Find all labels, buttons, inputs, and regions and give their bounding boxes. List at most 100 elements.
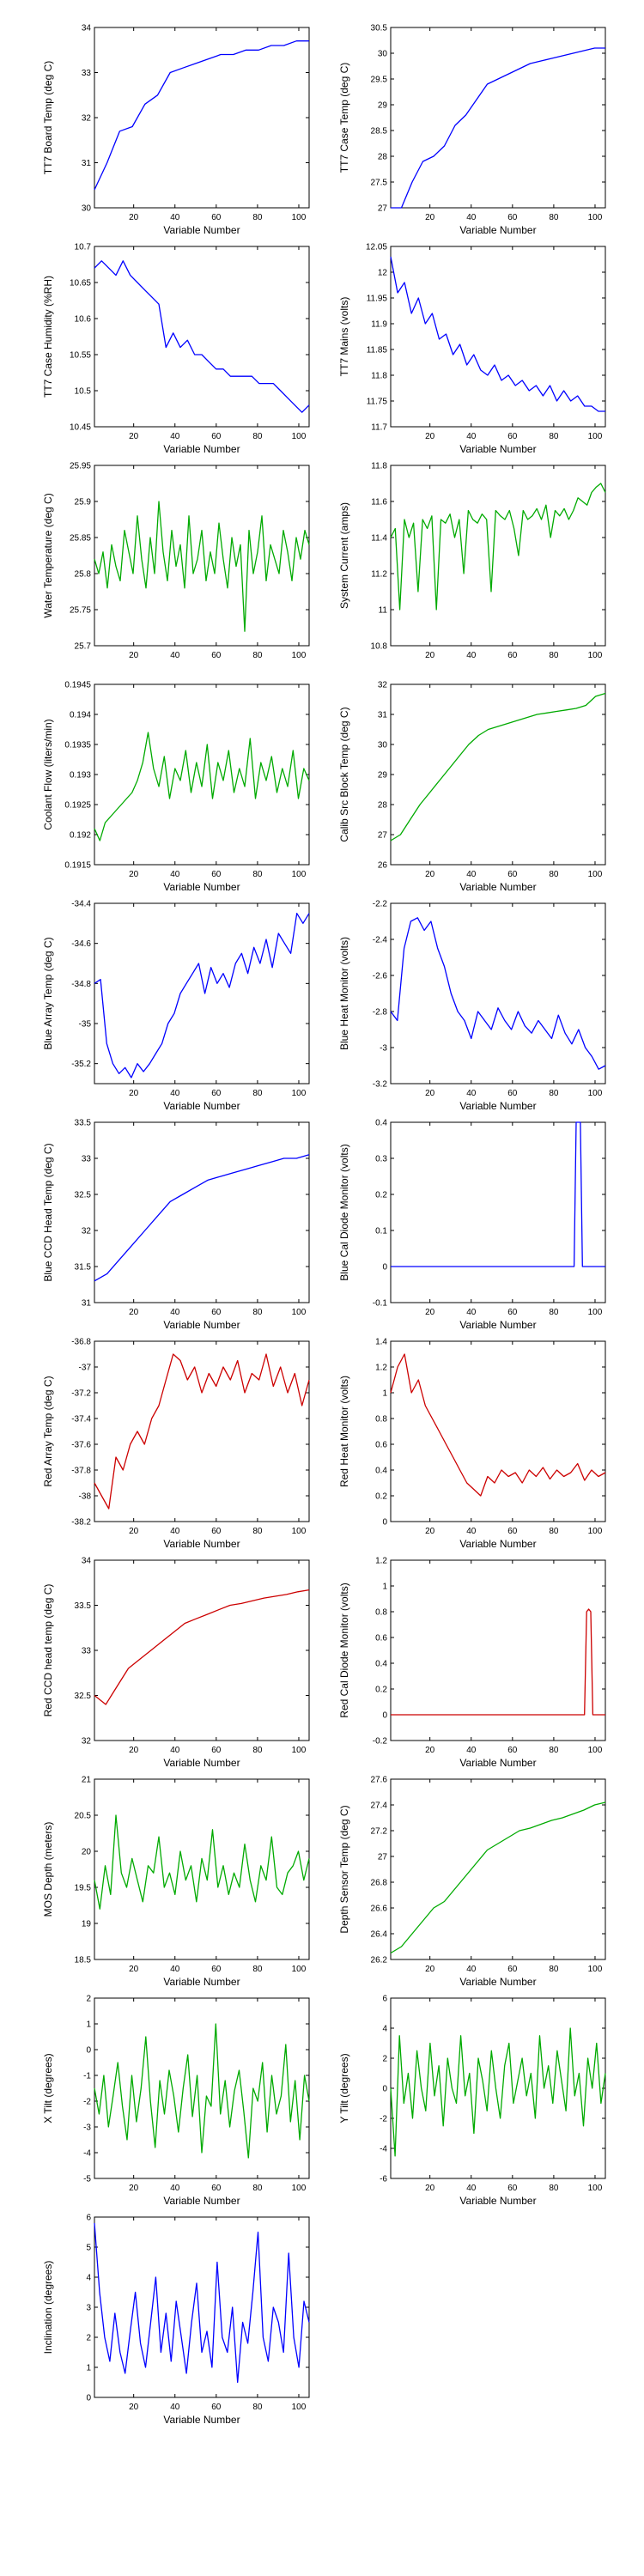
y-tick-label-14-1: 32.5 <box>75 1692 92 1701</box>
y-tick-label-6-5: 0.194 <box>70 711 91 720</box>
y-tick-label-9-3: -2.6 <box>373 972 388 981</box>
y-tick-label-20-4: 4 <box>86 2274 91 2283</box>
y-tick-label-9-5: -2.2 <box>373 900 388 909</box>
y-tick-label-7-2: 28 <box>378 801 388 811</box>
x-tick-label-0-2: 60 <box>211 213 222 222</box>
y-tick-label-0-1: 31 <box>82 159 92 168</box>
y-tick-label-2-1: 10.5 <box>75 387 92 397</box>
y-tick-label-15-0: -0.2 <box>373 1737 388 1747</box>
y-axis-label-18: X Tilt (degrees) <box>42 2053 54 2123</box>
y-tick-label-15-1: 0 <box>382 1711 387 1721</box>
x-tick-label-5-4: 100 <box>588 651 603 660</box>
x-tick-label-6-1: 40 <box>170 870 180 879</box>
y-tick-label-18-7: 2 <box>86 1995 91 2004</box>
x-axis-label-6: Variable Number <box>163 881 240 893</box>
y-tick-label-7-6: 32 <box>378 681 388 690</box>
x-tick-label-16-1: 40 <box>170 1965 180 1974</box>
x-tick-label-20-3: 80 <box>252 2403 263 2412</box>
x-tick-label-0-3: 80 <box>252 213 263 222</box>
y-tick-label-10-2: 32 <box>82 1227 92 1236</box>
x-tick-label-3-1: 40 <box>466 432 477 441</box>
y-axis-label-7: Calib Src Block Temp (deg C) <box>338 707 350 841</box>
axes-frame-9 <box>390 902 606 1084</box>
y-tick-label-13-6: 1.2 <box>375 1364 387 1373</box>
y-axis-label-14: Red CCD head temp (deg C) <box>42 1584 54 1717</box>
x-tick-label-18-0: 20 <box>129 2184 139 2193</box>
series-line-1 <box>391 47 605 209</box>
y-tick-label-6-0: 0.1915 <box>64 861 91 871</box>
y-tick-label-18-2: -3 <box>83 2123 91 2133</box>
x-tick-label-9-1: 40 <box>466 1089 477 1098</box>
y-tick-label-6-6: 0.1945 <box>64 681 91 690</box>
y-tick-label-1-1: 27.5 <box>371 179 388 188</box>
y-axis-label-15: Red Cal Diode Monitor (volts) <box>338 1583 350 1717</box>
x-tick-label-18-2: 60 <box>211 2184 222 2193</box>
y-tick-label-4-5: 25.95 <box>70 462 91 471</box>
series-line-14 <box>94 1589 310 1705</box>
x-tick-label-14-4: 100 <box>292 1746 307 1755</box>
x-tick-label-13-2: 60 <box>507 1527 518 1536</box>
x-tick-label-2-4: 100 <box>292 432 307 441</box>
y-tick-label-4-3: 25.85 <box>70 534 91 544</box>
y-tick-label-6-4: 0.1935 <box>64 741 91 750</box>
axes-frame-11 <box>390 1121 606 1303</box>
axes-frame-8 <box>94 902 310 1084</box>
y-tick-label-13-4: 0.8 <box>375 1415 387 1425</box>
y-tick-label-18-1: -4 <box>83 2149 91 2159</box>
y-tick-label-10-5: 33.5 <box>75 1119 92 1128</box>
y-tick-label-10-1: 31.5 <box>75 1263 92 1273</box>
axes-frame-7 <box>390 683 606 866</box>
x-tick-label-6-3: 80 <box>252 870 263 879</box>
y-tick-label-15-7: 1.2 <box>375 1557 387 1566</box>
x-tick-label-14-1: 40 <box>170 1746 180 1755</box>
y-tick-label-9-4: -2.4 <box>373 936 388 945</box>
x-axis-label-3: Variable Number <box>459 443 536 455</box>
y-tick-label-7-1: 27 <box>378 831 388 841</box>
series-line-9 <box>390 917 606 1070</box>
y-axis-label-16: MOS Depth (meters) <box>42 1822 54 1917</box>
y-axis-label-17: Depth Sensor Temp (deg C) <box>338 1805 350 1933</box>
y-tick-label-8-2: -34.8 <box>71 980 91 989</box>
y-tick-label-17-3: 26.8 <box>371 1879 388 1888</box>
y-tick-label-15-5: 0.8 <box>375 1608 387 1618</box>
x-tick-label-2-1: 40 <box>170 432 180 441</box>
x-tick-label-20-0: 20 <box>129 2403 139 2412</box>
x-tick-label-18-1: 40 <box>170 2184 180 2193</box>
y-tick-label-17-5: 27.2 <box>371 1827 388 1837</box>
x-tick-label-14-3: 80 <box>252 1746 263 1755</box>
x-axis-label-12: Variable Number <box>163 1538 240 1550</box>
x-tick-label-10-3: 80 <box>252 1308 263 1317</box>
y-axis-label-0: TT7 Board Temp (deg C) <box>42 61 54 175</box>
x-tick-label-5-0: 20 <box>425 651 435 660</box>
y-axis-label-9: Blue Heat Monitor (volts) <box>338 937 350 1050</box>
x-tick-label-14-0: 20 <box>129 1746 139 1755</box>
x-tick-label-16-3: 80 <box>252 1965 263 1974</box>
x-tick-label-5-1: 40 <box>466 651 477 660</box>
series-line-12 <box>94 1353 310 1510</box>
y-tick-label-5-5: 11.8 <box>371 462 387 471</box>
y-tick-label-1-2: 28 <box>378 153 388 162</box>
x-tick-label-17-1: 40 <box>466 1965 477 1974</box>
x-axis-label-17: Variable Number <box>459 1976 536 1988</box>
axes-frame-6 <box>94 683 310 866</box>
x-tick-label-16-4: 100 <box>292 1965 307 1974</box>
y-tick-label-2-0: 10.45 <box>70 423 91 433</box>
x-tick-label-7-3: 80 <box>549 870 559 879</box>
x-tick-label-3-0: 20 <box>425 432 435 441</box>
x-tick-label-0-1: 40 <box>170 213 180 222</box>
y-tick-label-13-5: 1 <box>382 1389 387 1399</box>
x-tick-label-1-3: 80 <box>549 213 559 222</box>
y-tick-label-1-6: 30 <box>378 50 388 59</box>
y-tick-label-16-5: 21 <box>82 1776 92 1785</box>
x-tick-label-17-0: 20 <box>425 1965 435 1974</box>
x-tick-label-15-4: 100 <box>588 1746 603 1755</box>
x-axis-label-10: Variable Number <box>163 1319 240 1331</box>
x-tick-label-4-2: 60 <box>211 651 222 660</box>
y-tick-label-11-1: 0 <box>382 1263 387 1273</box>
x-axis-label-16: Variable Number <box>163 1976 240 1988</box>
y-axis-label-5: System Current (amps) <box>338 502 350 609</box>
y-tick-label-19-2: -2 <box>380 2115 387 2124</box>
y-tick-label-10-0: 31 <box>82 1299 92 1309</box>
y-tick-label-18-0: -5 <box>83 2175 91 2184</box>
